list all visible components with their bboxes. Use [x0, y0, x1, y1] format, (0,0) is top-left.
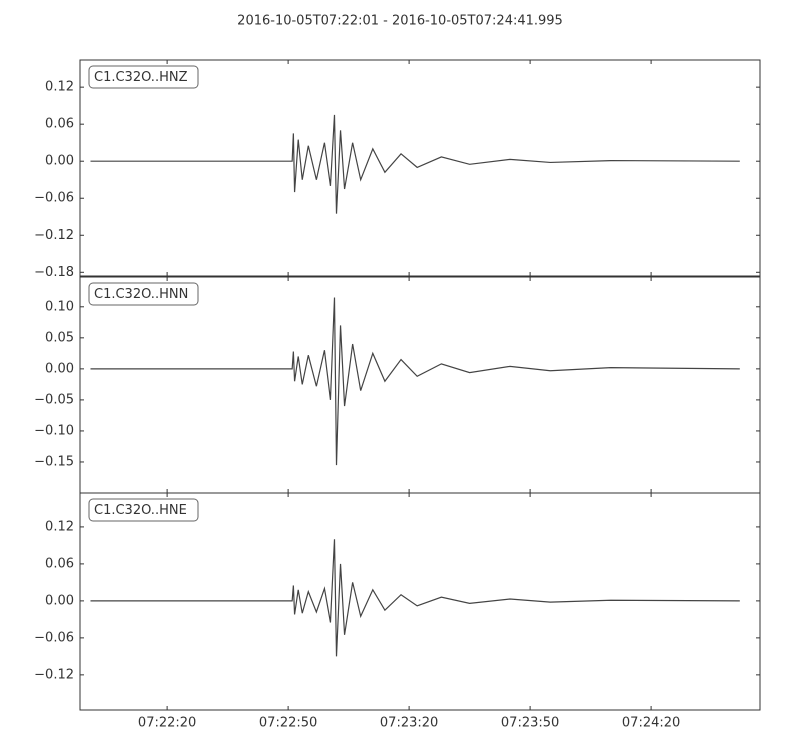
- x-tick-label: 07:24:20: [622, 716, 680, 731]
- x-tick-label: 07:23:50: [501, 716, 559, 731]
- y-tick-label: 0.05: [45, 330, 74, 345]
- y-tick-label: −0.15: [34, 454, 74, 469]
- y-tick-label: 0.00: [45, 593, 74, 608]
- legend-label: C1.C32O..HNZ: [94, 70, 188, 85]
- x-tick-label: 07:22:20: [138, 716, 196, 731]
- x-tick-label: 07:22:50: [259, 716, 317, 731]
- trace: [90, 297, 740, 466]
- legend-box: [88, 65, 199, 89]
- legend-label: C1.C32O..HNN: [94, 287, 188, 302]
- legend-box: [88, 498, 199, 522]
- y-tick-label: 0.00: [45, 154, 74, 169]
- legend-box: [88, 282, 199, 306]
- x-tick-label: 07:23:20: [380, 716, 438, 731]
- chart-title: 2016-10-05T07:22:01 - 2016-10-05T07:24:4…: [237, 14, 563, 29]
- axes-frame: [79, 276, 761, 494]
- y-tick-label: 0.12: [45, 519, 74, 534]
- y-tick-label: 0.06: [45, 117, 74, 132]
- y-tick-label: −0.05: [34, 392, 74, 407]
- axes-frame: [79, 59, 761, 277]
- y-tick-label: −0.18: [34, 265, 74, 280]
- y-tick-label: 0.12: [45, 80, 74, 95]
- y-tick-label: 0.10: [45, 299, 74, 314]
- y-tick-label: −0.12: [34, 228, 74, 243]
- y-tick-label: 0.00: [45, 361, 74, 376]
- legend-label: C1.C32O..HNE: [94, 503, 187, 518]
- axes-frame: [79, 492, 761, 711]
- y-tick-label: −0.06: [34, 630, 74, 645]
- y-tick-label: 0.06: [45, 556, 74, 571]
- y-tick-label: −0.06: [34, 191, 74, 206]
- y-tick-label: −0.10: [34, 423, 74, 438]
- trace: [90, 114, 740, 214]
- trace: [90, 539, 740, 657]
- y-tick-label: −0.12: [34, 667, 74, 682]
